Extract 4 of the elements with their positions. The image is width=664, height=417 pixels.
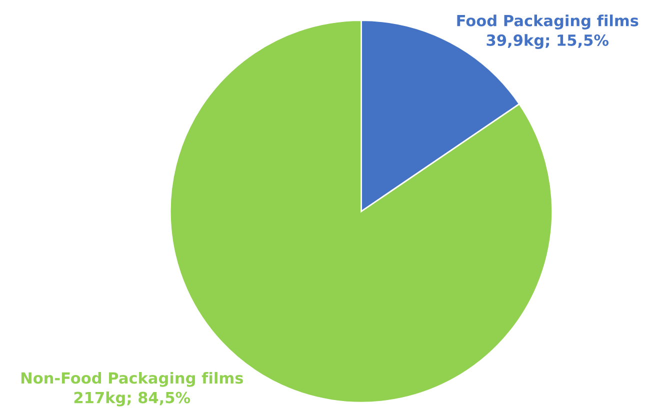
data-label: 217kg; 84,5% <box>74 391 190 406</box>
slice-label: Non-Food Packaging films <box>21 372 243 387</box>
data-label: 39,9kg; 15,5% <box>486 34 609 50</box>
slice-label: Food Packaging films <box>457 14 638 30</box>
